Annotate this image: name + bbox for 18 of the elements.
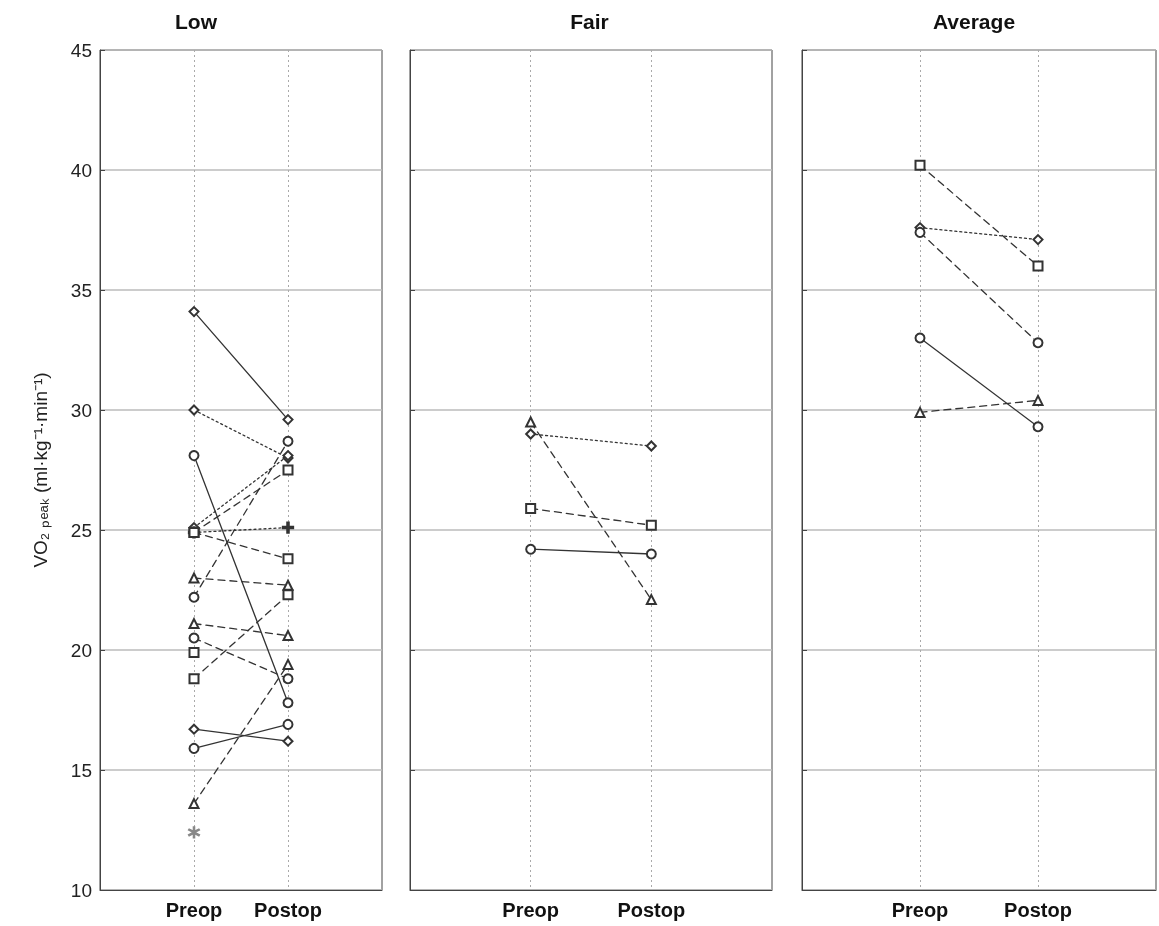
y-tick-label: 25 [70, 519, 92, 541]
y-tick-label: 15 [70, 759, 92, 781]
x-tick-label: Postop [254, 899, 322, 921]
x-tick-label: Postop [1004, 899, 1072, 921]
x-tick-label: Postop [617, 899, 686, 921]
y-tick-label: 30 [70, 399, 92, 421]
y-tick-label: 40 [70, 159, 92, 181]
y-axis-title: VO₂ ₚₑₐₖ (ml·kg⁻¹·min⁻¹) [30, 372, 52, 568]
x-tick-label: Preop [891, 899, 949, 921]
x-tick-label: Preop [502, 899, 560, 921]
chart-title: Low [175, 10, 218, 33]
y-tick-label: 10 [70, 879, 92, 901]
chart-title: Fair [570, 10, 609, 33]
chart-title: Average [932, 10, 1016, 33]
y-tick-label: 35 [70, 279, 92, 301]
y-tick-label: 20 [70, 639, 92, 661]
x-tick-label: Preop [165, 899, 223, 921]
y-tick-label: 45 [70, 39, 92, 61]
